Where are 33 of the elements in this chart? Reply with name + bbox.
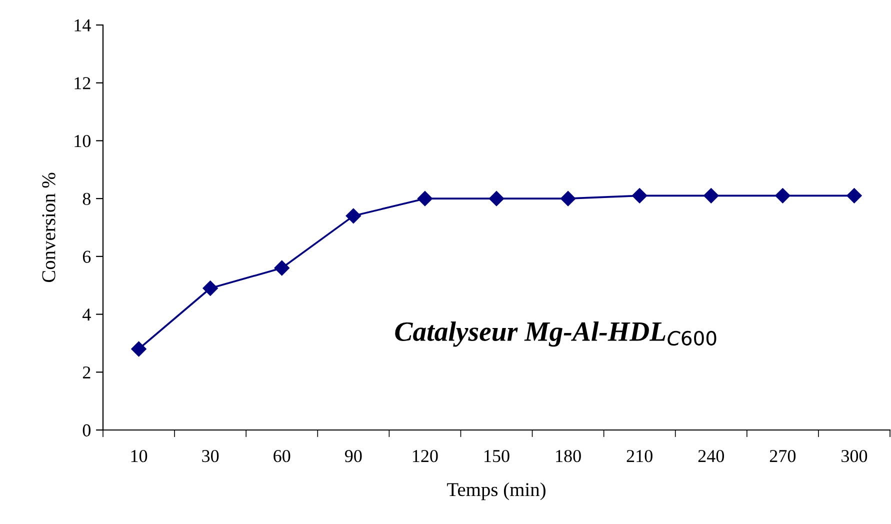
x-tick-label: 210: [626, 450, 652, 462]
x-tick-label: 90: [344, 450, 362, 462]
point: [202, 280, 218, 296]
y-tick-label: 8: [82, 192, 91, 206]
x-tick-label: 30: [202, 450, 219, 462]
x-tick-label: 180: [556, 450, 581, 462]
y-tick-label: 2: [82, 366, 90, 378]
y-tick-label: 4: [82, 308, 91, 321]
annotation: Catalyseur Mg-Al-HDL$_{C600}$: [395, 321, 716, 347]
point: [632, 188, 648, 204]
x-axis-title: Temps (min): [447, 482, 546, 500]
point: [846, 188, 862, 204]
point: [775, 188, 790, 204]
x-tick-label: 300: [842, 450, 868, 462]
point: [488, 191, 504, 206]
x-tick-label: 150: [484, 450, 510, 462]
point: [274, 260, 290, 276]
y-tick-label: 12: [74, 77, 90, 90]
x-tick-label: 240: [698, 450, 724, 462]
y-tick-label: 0: [82, 424, 91, 436]
y-axis-title: Conversion %: [42, 172, 56, 282]
y-tick-label: 10: [74, 134, 91, 148]
x-tick-label: 270: [770, 450, 796, 462]
y-tick-label: 6: [82, 250, 91, 263]
x-tick-label: 60: [274, 450, 290, 462]
point: [346, 208, 361, 224]
y-tick-label: 14: [74, 19, 91, 32]
point: [131, 341, 146, 357]
point: [704, 188, 719, 204]
x-tick-label: 120: [413, 450, 438, 462]
point: [560, 191, 576, 206]
x-tick-label: 10: [131, 450, 148, 462]
point: [417, 191, 433, 206]
